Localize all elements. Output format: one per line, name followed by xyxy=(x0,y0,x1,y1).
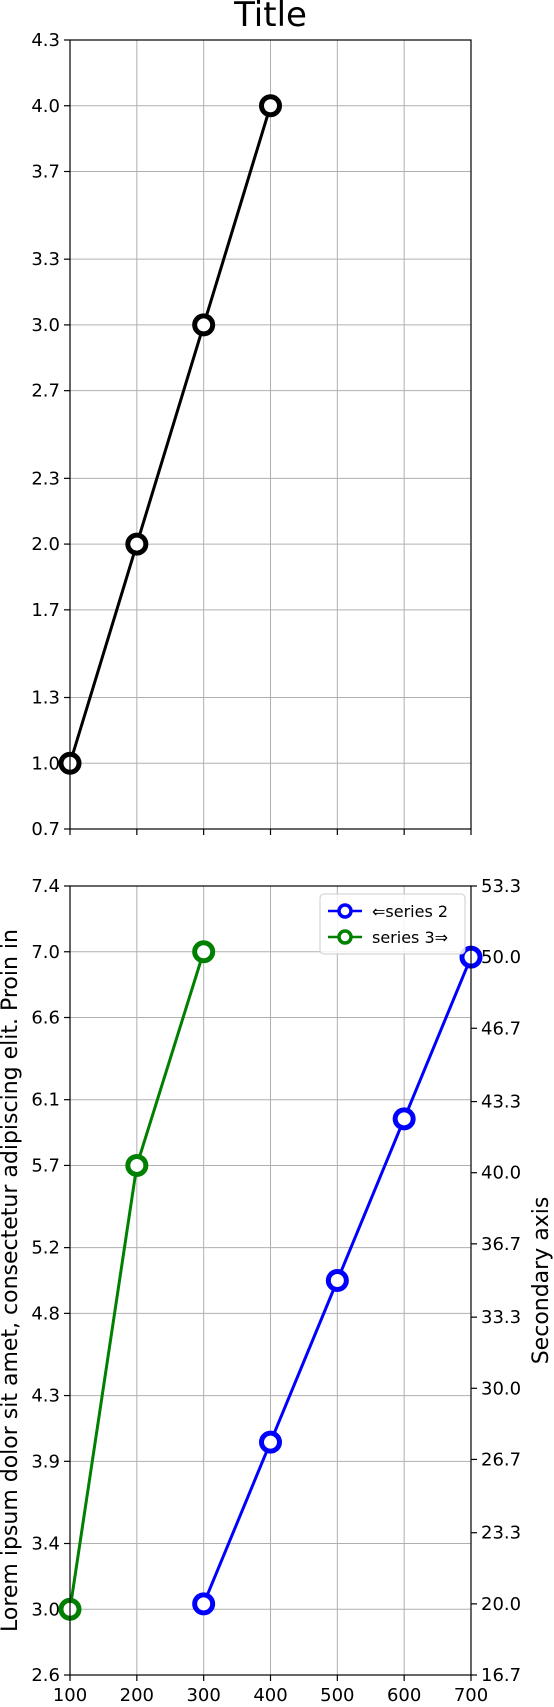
data-point xyxy=(192,940,216,964)
y-tick-label: 6.6 xyxy=(31,1008,60,1029)
chart-2: 100 200 300 400 500 600 700 2.6 3.0 3.4 3.9 4.3 4.8 5… xyxy=(0,876,554,1706)
series-line xyxy=(68,105,272,764)
chart-title: Title xyxy=(233,0,307,35)
data-point xyxy=(125,532,149,556)
y-tick-label: 3.9 xyxy=(31,1451,60,1472)
y-tick-label: 2.0 xyxy=(31,534,60,555)
y-tick-label: 7.4 xyxy=(31,876,60,897)
legend-box xyxy=(319,893,466,955)
secondary-y-tick-label: 46.7 xyxy=(481,1018,521,1039)
data-point xyxy=(125,1153,149,1177)
secondary-y-tick-label: 33.3 xyxy=(481,1307,521,1328)
y-tick-label: 0.7 xyxy=(31,819,60,840)
x-tick-label: 400 xyxy=(253,1685,287,1702)
plot-frame xyxy=(69,39,472,830)
legend-label: ⇐series 2 xyxy=(372,902,448,921)
y-tick-label: 3.4 xyxy=(31,1534,60,1555)
plot-frame xyxy=(69,885,472,1676)
y-tick-label: 7.0 xyxy=(31,942,60,963)
secondary-y-axis-label: Secondary axis xyxy=(529,1197,554,1365)
chart-1: 0.7 1.0 1.3 1.7 2.0 2.3 2.7 3.0 3.3 3.7 4.0 4.3 Titl… xyxy=(31,0,472,840)
y-tick-label: 3.0 xyxy=(31,315,60,336)
y-axis-label: Lorem ipsum dolor sit amet, consectetur … xyxy=(0,929,23,1632)
y-tick-label: 4.3 xyxy=(31,1386,60,1407)
series-1 xyxy=(192,945,483,1616)
y-tick-label: 1.7 xyxy=(31,600,60,621)
y-tick-label: 2.7 xyxy=(31,381,60,402)
secondary-y-tick-label: 20.0 xyxy=(481,1594,521,1615)
y-tick-label: 5.7 xyxy=(31,1155,60,1176)
data-point xyxy=(192,1592,216,1616)
data-point xyxy=(325,1269,349,1292)
legend-swatch-marker xyxy=(337,929,353,945)
secondary-y-tick-label: 30.0 xyxy=(481,1378,521,1399)
y-tick-label: 4.8 xyxy=(31,1303,60,1324)
secondary-y-tick-label: 40.0 xyxy=(481,1163,521,1184)
secondary-y-tick-label: 23.3 xyxy=(481,1523,521,1544)
y-tick-label: 1.0 xyxy=(31,753,60,774)
y-tick-label: 4.0 xyxy=(31,96,60,117)
y-tick-label: 3.7 xyxy=(31,162,60,183)
secondary-y-tick-label: 26.7 xyxy=(481,1449,521,1470)
secondary-y-tick-label: 43.3 xyxy=(481,1092,521,1113)
data-point xyxy=(259,1430,282,1454)
y-tick-label: 1.3 xyxy=(31,688,60,709)
y-tick-label: 5.2 xyxy=(31,1238,60,1259)
y-tick-label: 2.3 xyxy=(31,468,60,489)
x-tick-label: 100 xyxy=(53,1685,87,1702)
y-tick-label: 4.3 xyxy=(31,30,60,51)
x-tick-label: 300 xyxy=(186,1685,220,1702)
series-1 xyxy=(58,94,282,775)
x-tick-label: 700 xyxy=(454,1685,488,1702)
y-tick-label: 3.0 xyxy=(31,1599,60,1620)
y-tick-label: 6.1 xyxy=(31,1090,60,1111)
secondary-y-tick-label: 16.7 xyxy=(481,1665,521,1686)
data-point xyxy=(259,94,282,118)
secondary-y-tick-label: 50.0 xyxy=(481,947,521,968)
legend-label: series 3⇒ xyxy=(372,928,448,947)
secondary-y-tick-label: 36.7 xyxy=(481,1234,521,1255)
x-tick-label: 500 xyxy=(320,1685,354,1702)
y-tick-label: 3.3 xyxy=(31,249,60,270)
x-tick-label: 600 xyxy=(387,1685,421,1702)
y-tick-label: 2.6 xyxy=(31,1665,60,1686)
secondary-y-tick-label: 53.3 xyxy=(481,876,521,897)
data-point xyxy=(192,313,216,337)
x-tick-label: 200 xyxy=(120,1685,154,1702)
legend: ⇐series 2 series 3⇒ xyxy=(319,893,466,955)
legend-swatch-marker xyxy=(337,903,353,919)
data-point xyxy=(392,1107,416,1131)
